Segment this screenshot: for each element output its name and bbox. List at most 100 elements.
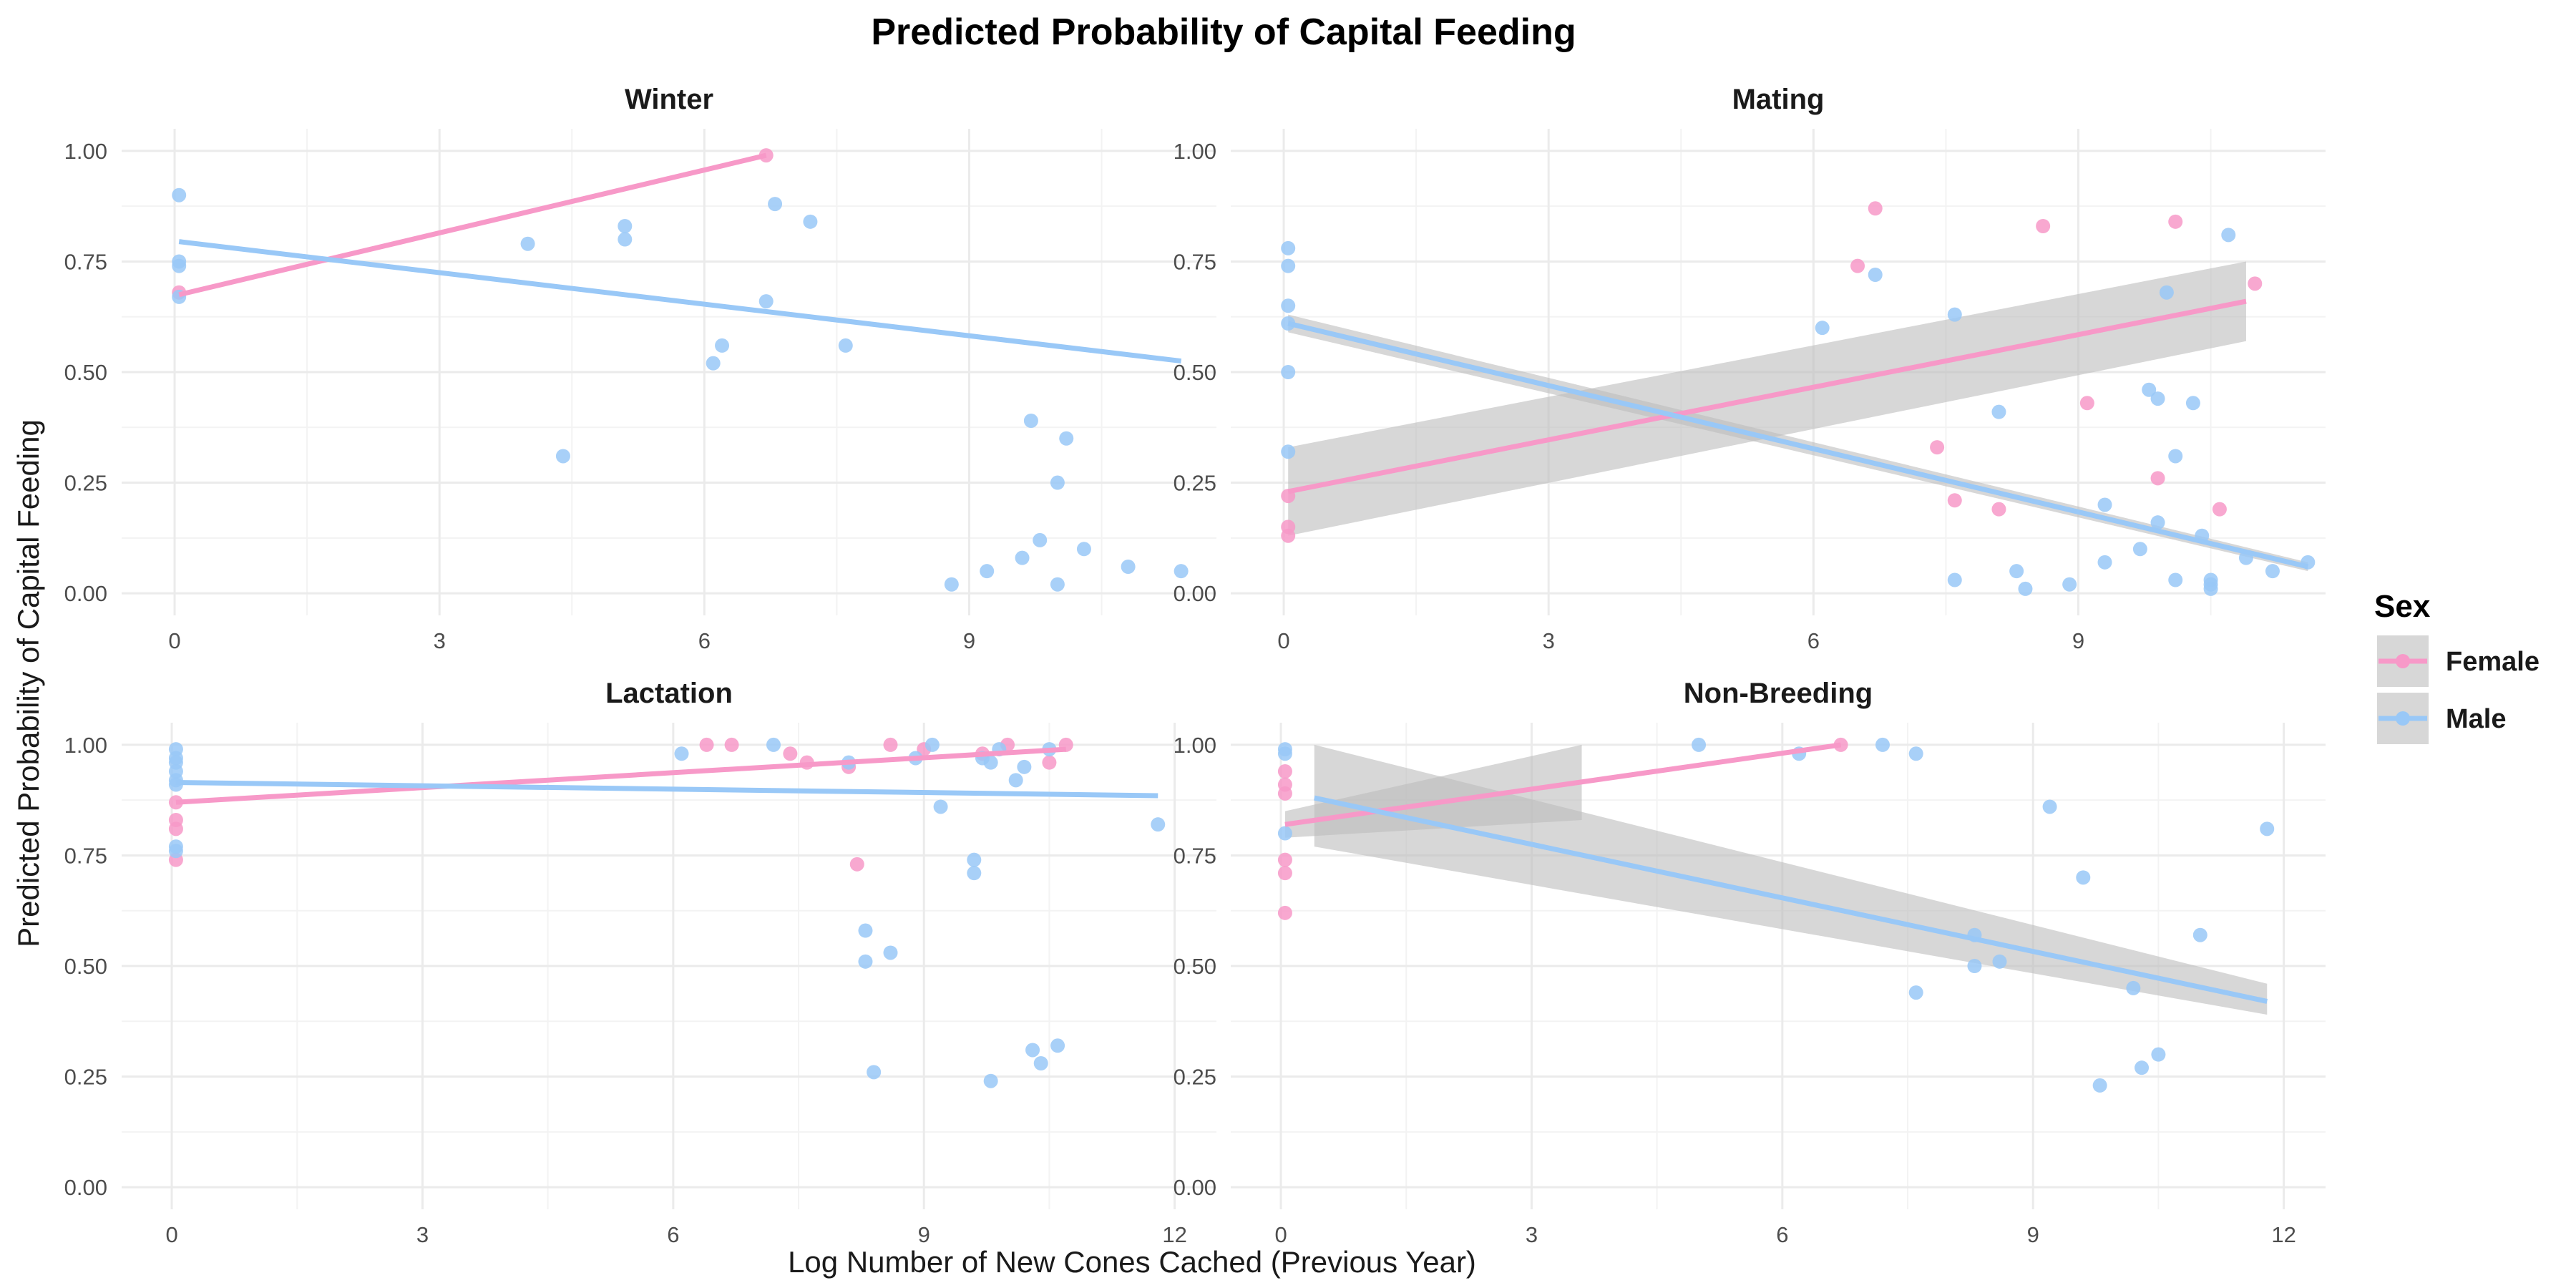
legend-keys: Female Male [2377, 635, 2540, 744]
x-tick-label: 12 [1162, 1222, 1186, 1247]
y-tick-label: 1.00 [64, 139, 107, 164]
point-male [2042, 799, 2057, 814]
point-female [1991, 502, 2006, 517]
y-tick-label: 0.00 [64, 581, 107, 606]
y-tick-label: 0.50 [64, 954, 107, 979]
point-male [1815, 321, 1830, 336]
point-male [715, 338, 730, 353]
panel-winter: Winter 0.00 0.25 0.50 0.75 1.00 0 3 6 9 [64, 84, 1216, 653]
point-male [2018, 581, 2033, 596]
point-male [1692, 737, 1707, 752]
point-male [883, 945, 898, 960]
legend-point-male [2396, 711, 2410, 726]
point-male [2097, 497, 2112, 512]
legend-title: Sex [2374, 589, 2431, 624]
point-female [783, 746, 798, 761]
point-female [1277, 905, 1292, 920]
point-male [766, 737, 781, 752]
point-male [618, 219, 633, 233]
point-male [172, 258, 187, 273]
point-male [2009, 564, 2024, 579]
fit-line-male [175, 779, 1158, 799]
panel-title-lactation: Lactation [605, 678, 733, 709]
y-tick-label: 0.75 [1174, 843, 1216, 868]
chart-title: Predicted Probability of Capital Feeding [871, 11, 1576, 53]
y-tick-label: 0.25 [64, 1065, 107, 1090]
point-male [1277, 746, 1292, 761]
point-female [1277, 764, 1292, 779]
point-male [1008, 773, 1023, 788]
point-male [2062, 577, 2077, 592]
y-tick-label: 0.75 [64, 843, 107, 868]
point-female [699, 737, 714, 752]
point-female [849, 857, 864, 872]
fit-line-male [1287, 321, 2309, 570]
point-male [803, 214, 818, 229]
fit-line-female [178, 152, 767, 298]
point-female [1277, 786, 1292, 801]
y-tick-label: 1.00 [1174, 733, 1216, 758]
point-male [944, 577, 959, 592]
x-tick-label: 9 [963, 628, 975, 653]
x-tick-label: 3 [434, 628, 446, 653]
point-male [758, 294, 774, 309]
point-male [1059, 431, 1074, 446]
point-male [1281, 444, 1296, 459]
y-tick-label: 0.25 [64, 471, 107, 496]
legend-point-female [2396, 654, 2410, 668]
point-female [168, 821, 183, 836]
point-male [1875, 737, 1890, 752]
fit-line-female [1287, 298, 2247, 494]
y-tick-label: 0.25 [1174, 471, 1216, 496]
point-female [883, 737, 898, 752]
x-tick-label: 9 [2027, 1222, 2039, 1247]
point-female [2212, 502, 2227, 517]
fit-line-female [175, 746, 1066, 805]
point-male [1033, 532, 1048, 547]
point-female [1947, 493, 1962, 508]
point-female [1277, 866, 1292, 881]
point-female [1868, 201, 1883, 216]
point-female [1281, 528, 1296, 543]
point-male [867, 1065, 882, 1080]
point-male [2126, 980, 2141, 995]
point-male [555, 449, 570, 464]
legend: Sex Female Male [2374, 589, 2540, 744]
point-male [1033, 1056, 1048, 1070]
point-male [1050, 1038, 1065, 1053]
point-male [983, 1073, 998, 1088]
legend-label-female: Female [2446, 647, 2540, 677]
y-tick-label: 1.00 [1174, 139, 1216, 164]
point-male [838, 338, 853, 353]
point-male [2150, 391, 2165, 406]
point-male [168, 844, 183, 859]
x-tick-label: 9 [918, 1222, 930, 1247]
x-tick-label: 9 [2072, 628, 2084, 653]
panel-mating: Mating 0.00 0.25 0.50 0.75 1.00 0 3 6 9 [1174, 84, 2326, 653]
x-tick-label: 3 [1526, 1222, 1538, 1247]
x-tick-label: 6 [1776, 1222, 1788, 1247]
y-axis-title: Predicted Probability of Capital Feeding [11, 419, 45, 947]
point-male [1023, 414, 1038, 428]
panel-title-winter: Winter [625, 84, 713, 115]
point-male [1076, 542, 1091, 557]
point-male [924, 737, 940, 752]
point-male [1868, 268, 1883, 282]
legend-item-female: Female [2377, 635, 2540, 687]
point-male [1281, 240, 1296, 255]
point-male [706, 356, 721, 371]
y-tick-label: 1.00 [64, 733, 107, 758]
y-tick-label: 0.00 [64, 1175, 107, 1200]
panel-title-non-breeding: Non-Breeding [1684, 678, 1873, 709]
y-tick-label: 0.75 [64, 249, 107, 274]
point-male [1967, 959, 1982, 973]
point-male [2168, 572, 2183, 587]
point-male [1050, 475, 1065, 490]
point-male [1281, 365, 1296, 379]
point-male [967, 852, 982, 867]
point-male [2150, 515, 2165, 530]
x-tick-label: 12 [2271, 1222, 2296, 1247]
point-male [1121, 560, 1136, 574]
x-tick-label: 0 [168, 628, 180, 653]
